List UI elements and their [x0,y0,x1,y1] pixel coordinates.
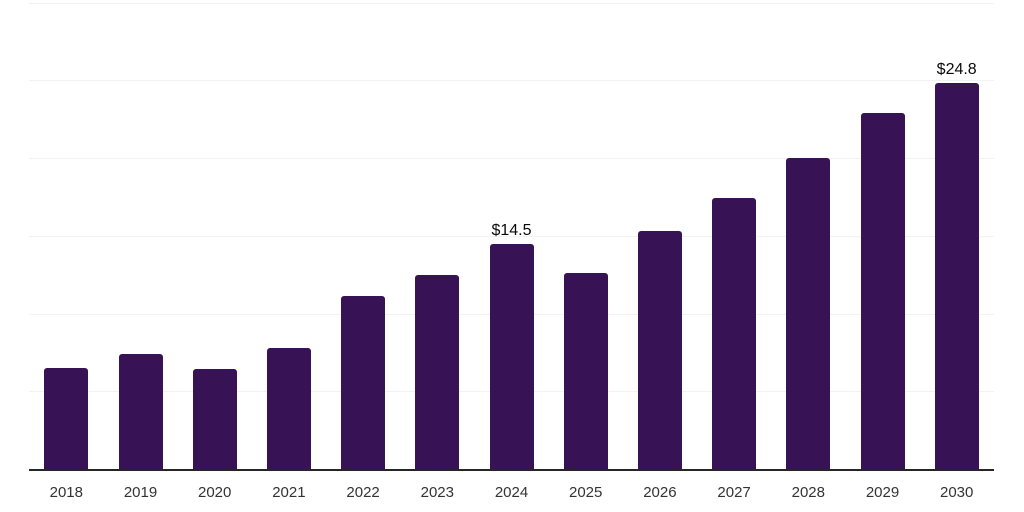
value-label-2024: $14.5 [491,221,532,239]
x-tick-2027: 2027 [717,484,751,501]
bar-2024 [489,243,534,469]
x-tick-2023: 2023 [420,484,454,501]
bar-2025 [563,273,608,469]
x-tick-2020: 2020 [198,484,232,501]
x-tick-2022: 2022 [346,484,380,501]
x-tick-2018: 2018 [49,484,83,501]
bar-2027 [712,198,757,469]
gridline [29,2,994,4]
bar-2028 [786,158,831,469]
x-tick-2021: 2021 [272,484,306,501]
bar-2018 [44,367,89,469]
x-tick-2024: 2024 [494,484,529,501]
x-tick-2028: 2028 [791,484,825,501]
bar-2020 [192,369,237,469]
bar-2022 [341,296,386,469]
x-tick-2026: 2026 [643,484,677,501]
gridline [29,80,994,82]
value-label-2030: $24.8 [936,61,977,79]
bar-2029 [860,112,905,469]
bar-2023 [415,274,460,469]
bar-2026 [637,231,682,469]
gridline [29,235,994,237]
bar-2030 [934,83,979,469]
bar-2019 [118,353,163,469]
x-tick-2030: 2030 [940,484,974,501]
x-tick-2029: 2029 [865,484,900,501]
gridline [29,158,994,159]
x-tick-2025: 2025 [569,484,603,501]
x-axis-line [29,469,994,471]
x-tick-2019: 2019 [123,484,158,501]
bar-2021 [266,347,311,469]
